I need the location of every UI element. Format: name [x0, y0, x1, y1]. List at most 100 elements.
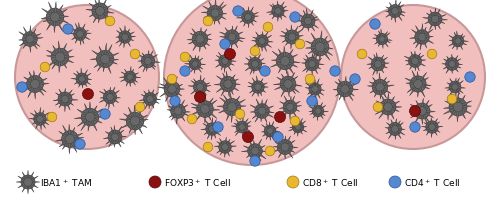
- Polygon shape: [181, 112, 189, 116]
- Polygon shape: [462, 109, 471, 114]
- Circle shape: [76, 74, 88, 86]
- Circle shape: [63, 25, 73, 35]
- Polygon shape: [227, 41, 232, 49]
- Polygon shape: [114, 97, 120, 99]
- Polygon shape: [208, 111, 217, 119]
- Polygon shape: [374, 41, 380, 45]
- Polygon shape: [383, 89, 391, 94]
- Polygon shape: [383, 32, 388, 38]
- Polygon shape: [58, 132, 67, 138]
- Polygon shape: [32, 41, 40, 48]
- Polygon shape: [452, 44, 457, 50]
- Polygon shape: [231, 27, 233, 34]
- Polygon shape: [21, 83, 30, 86]
- Polygon shape: [266, 12, 275, 13]
- Polygon shape: [317, 114, 318, 121]
- Circle shape: [465, 72, 475, 83]
- Polygon shape: [132, 73, 138, 77]
- Polygon shape: [103, 13, 110, 19]
- Polygon shape: [376, 68, 378, 75]
- Polygon shape: [234, 96, 240, 104]
- Polygon shape: [375, 109, 385, 115]
- Polygon shape: [264, 36, 272, 41]
- Polygon shape: [228, 61, 236, 63]
- Polygon shape: [216, 3, 224, 11]
- Polygon shape: [190, 89, 198, 95]
- Polygon shape: [106, 45, 112, 56]
- Circle shape: [100, 109, 110, 120]
- Circle shape: [350, 74, 360, 85]
- Polygon shape: [383, 42, 388, 48]
- Polygon shape: [410, 113, 419, 118]
- Circle shape: [312, 106, 324, 117]
- Circle shape: [408, 55, 422, 68]
- Circle shape: [51, 49, 69, 66]
- Polygon shape: [454, 67, 458, 73]
- Polygon shape: [199, 44, 201, 53]
- Polygon shape: [294, 130, 298, 135]
- Polygon shape: [228, 57, 234, 61]
- Polygon shape: [238, 12, 246, 17]
- Polygon shape: [294, 30, 302, 36]
- Circle shape: [46, 9, 64, 27]
- Polygon shape: [121, 72, 128, 77]
- Polygon shape: [34, 89, 36, 100]
- Polygon shape: [202, 90, 206, 96]
- Polygon shape: [397, 123, 404, 128]
- Circle shape: [410, 122, 420, 133]
- Polygon shape: [396, 121, 400, 127]
- Circle shape: [167, 75, 177, 84]
- Polygon shape: [223, 95, 230, 104]
- Polygon shape: [106, 63, 111, 74]
- Polygon shape: [306, 42, 316, 47]
- Polygon shape: [269, 122, 270, 128]
- Polygon shape: [394, 15, 396, 24]
- Polygon shape: [233, 41, 238, 49]
- Polygon shape: [280, 109, 287, 114]
- Circle shape: [292, 122, 304, 133]
- Polygon shape: [64, 103, 66, 112]
- Polygon shape: [235, 38, 243, 43]
- Polygon shape: [88, 122, 90, 132]
- Polygon shape: [344, 77, 346, 86]
- Polygon shape: [456, 90, 460, 95]
- Polygon shape: [150, 102, 154, 109]
- Polygon shape: [431, 131, 432, 138]
- Circle shape: [82, 109, 98, 126]
- Polygon shape: [281, 88, 287, 97]
- Polygon shape: [29, 26, 31, 36]
- Circle shape: [376, 34, 388, 45]
- Polygon shape: [172, 114, 176, 121]
- Circle shape: [218, 55, 232, 68]
- Polygon shape: [176, 115, 178, 125]
- Polygon shape: [386, 130, 392, 134]
- Polygon shape: [336, 91, 342, 97]
- Polygon shape: [228, 62, 234, 66]
- Polygon shape: [420, 73, 427, 82]
- Polygon shape: [278, 50, 284, 58]
- Polygon shape: [248, 87, 255, 88]
- Polygon shape: [150, 64, 155, 70]
- Polygon shape: [454, 56, 458, 62]
- Polygon shape: [448, 43, 456, 47]
- Polygon shape: [204, 39, 212, 41]
- Polygon shape: [277, 2, 278, 9]
- Polygon shape: [83, 82, 87, 87]
- Polygon shape: [416, 41, 421, 49]
- Circle shape: [337, 82, 353, 97]
- Polygon shape: [333, 89, 341, 91]
- Polygon shape: [170, 75, 173, 85]
- Polygon shape: [176, 85, 183, 89]
- Polygon shape: [310, 24, 315, 32]
- Polygon shape: [282, 39, 289, 43]
- Circle shape: [149, 176, 161, 188]
- Polygon shape: [226, 150, 230, 156]
- Polygon shape: [262, 32, 263, 39]
- Polygon shape: [456, 64, 462, 66]
- Polygon shape: [30, 172, 34, 179]
- Polygon shape: [240, 19, 246, 23]
- Polygon shape: [392, 106, 402, 109]
- Polygon shape: [62, 61, 67, 69]
- Polygon shape: [311, 68, 313, 76]
- Polygon shape: [29, 118, 36, 120]
